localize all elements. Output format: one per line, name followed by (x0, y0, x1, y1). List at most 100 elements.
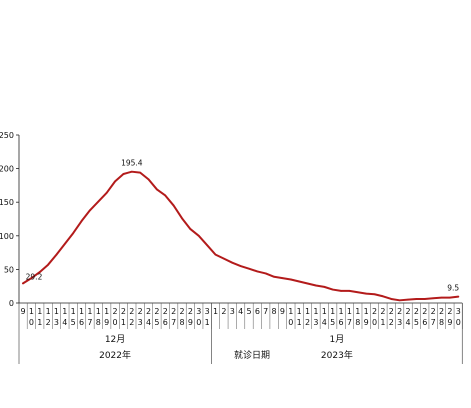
data-labels: 29.2 195.4 9.5 (26, 159, 460, 293)
x-tick-label: 4 (405, 318, 410, 327)
data-point (206, 244, 208, 247)
x-tick-label: 4 (322, 318, 327, 327)
x-tick-label: 8 (439, 318, 444, 327)
x-tick-label: 1 (380, 318, 385, 327)
data-point (373, 293, 376, 296)
data-point (38, 271, 41, 273)
x-tick-label: 1 (62, 307, 67, 316)
x-tick-label: 0 (113, 318, 118, 327)
x-tick-label: 2 (447, 307, 452, 316)
x-tick-label: 1 (104, 307, 109, 316)
x-tick-label: 4 (62, 318, 67, 327)
data-point (139, 171, 141, 174)
series-line (22, 170, 460, 302)
x-tick-label: 6 (79, 318, 84, 327)
data-point (415, 298, 418, 300)
x-tick-label: 3 (205, 307, 210, 316)
data-point (357, 291, 359, 294)
data-point (231, 261, 234, 264)
x-tick-label: 0 (29, 318, 34, 327)
x-tick-label: 5 (154, 318, 159, 327)
data-label: 195.4 (121, 159, 143, 168)
x-tick-label: 1 (121, 318, 126, 327)
x-tick-label: 6 (339, 318, 344, 327)
x-tick-label: 8 (96, 318, 101, 327)
data-point (390, 298, 393, 300)
x-axis: 9 101112131415161718192021222324252627282… (18, 302, 463, 364)
y-tick-label: 0 (9, 299, 14, 308)
x-tick-label: 9 (280, 307, 285, 316)
x-tick-label: 1 (297, 318, 302, 327)
x-tick-label: 3 (54, 318, 59, 327)
data-point (290, 278, 292, 281)
x-tick-label: 4 (238, 307, 243, 316)
x-tick-label: 2 (439, 307, 444, 316)
x-tick-label: 4 (146, 318, 151, 327)
x-tick-label: 1 (364, 307, 369, 316)
data-point (181, 217, 183, 220)
x-tick-label: 5 (414, 318, 419, 327)
data-point (432, 297, 434, 300)
y-tick-label: 250 (0, 131, 14, 140)
x-tick-label: 1 (322, 307, 327, 316)
data-point (264, 272, 267, 275)
x-tick-label: 2 (146, 307, 151, 316)
x-tick-label: 2 (179, 307, 184, 316)
y-tick-label: 100 (0, 232, 14, 241)
data-point (273, 275, 275, 278)
data-point (348, 290, 351, 292)
data-point (156, 188, 158, 191)
data-point (281, 277, 284, 279)
data-point (457, 295, 460, 298)
data-point (80, 220, 83, 222)
x-tick-label: 1 (37, 307, 42, 316)
data-point (449, 296, 451, 299)
month-label: 12月 (105, 334, 125, 345)
data-point (440, 296, 443, 299)
data-point (340, 290, 342, 292)
x-tick-label: 1 (46, 307, 51, 316)
data-point (64, 243, 66, 245)
x-tick-label: 9 (447, 318, 452, 327)
data-point (197, 235, 200, 237)
x-tick-label: 7 (171, 318, 176, 327)
x-tick-label: 1 (347, 307, 352, 316)
x-tick-label: 1 (37, 318, 42, 327)
x-tick-label: 0 (196, 318, 201, 327)
x-tick-label: 2 (397, 307, 402, 316)
x-tick-label: 2 (372, 307, 377, 316)
x-tick-label: 7 (431, 318, 436, 327)
x-tick-label: 9 (104, 318, 109, 327)
y-axis: 0 50 100 150 200 250 (0, 131, 20, 308)
x-tick-label: 2 (113, 307, 118, 316)
x-tick-label: 1 (205, 318, 210, 327)
data-point (72, 232, 75, 234)
x-tick-label: 1 (79, 307, 84, 316)
x-tick-label: 2 (305, 318, 310, 327)
y-tick-label: 150 (0, 198, 14, 207)
x-tick-label: 1 (96, 307, 101, 316)
x-tick-label: 2 (46, 318, 51, 327)
data-point (365, 292, 367, 295)
data-point (298, 280, 301, 283)
data-point (214, 253, 217, 256)
data-point (105, 191, 108, 194)
x-tick-label: 5 (71, 318, 76, 327)
data-point (256, 270, 259, 273)
x-tick-label: 1 (29, 307, 34, 316)
x-tick-label: 9 (188, 318, 193, 327)
x-tick-label: 1 (87, 307, 92, 316)
x-tick-label: 1 (288, 307, 293, 316)
x-tick-label: 8 (272, 307, 277, 316)
x-tick-label: 8 (179, 318, 184, 327)
year-label: 2022年 (99, 349, 131, 361)
x-tick-label: 1 (355, 307, 360, 316)
data-point (30, 277, 33, 279)
y-tick-label: 50 (4, 265, 14, 274)
data-point (122, 173, 125, 175)
x-tick-label: 3 (196, 307, 201, 316)
data-label: 9.5 (447, 284, 459, 293)
x-tick-label: 6 (422, 318, 427, 327)
x-tick-label: 1 (71, 307, 76, 316)
